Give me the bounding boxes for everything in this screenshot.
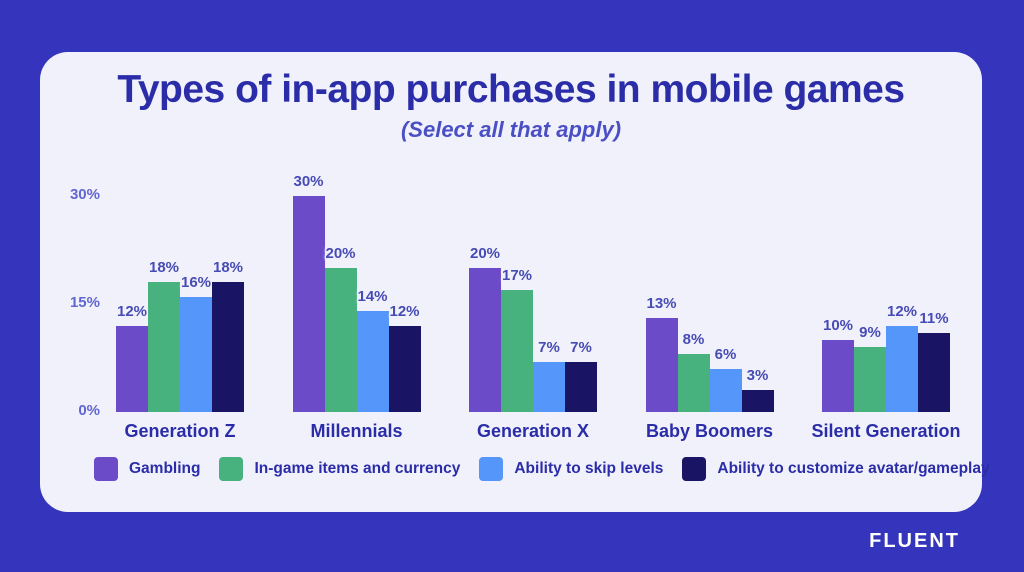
- bar-ability-to-skip-levels-millennials: 14%: [356, 288, 389, 412]
- bar-value-label: 30%: [293, 173, 324, 190]
- bar-value-label: 3%: [746, 367, 769, 385]
- bar-ability-to-customize-avatar-gameplay-generation-x: 7%: [565, 339, 597, 412]
- bar-gambling-baby-boomers: 13%: [645, 295, 678, 412]
- bar-gambling-millennials: 30%: [292, 173, 325, 412]
- chart-subtitle: (Select all that apply): [400, 117, 622, 142]
- category-label-millennials: Millennials: [310, 421, 403, 441]
- bar-group-millennials: 30% 20% 14% 12% Millennials: [292, 173, 421, 441]
- bar-in-game-items-and-currency-generation-z: 18%: [148, 259, 180, 412]
- bar-value-label: 12%: [116, 302, 148, 320]
- plot-area: 12% 18% 16% 18% Generation Z 30% 20% 14% 12% Mill…: [116, 173, 961, 441]
- bar-value-label: 18%: [212, 259, 244, 277]
- legend-swatch-gambling: [94, 457, 118, 481]
- bar-ability-to-customize-avatar-gameplay-silent-generation: 11%: [918, 310, 950, 412]
- bar-ability-to-customize-avatar-gameplay-baby-boomers: 3%: [741, 367, 774, 412]
- legend-item-ability-to-customize-avatar-gameplay: Ability to customize avatar/gameplay: [682, 457, 990, 481]
- legend-item-ability-to-skip-levels: Ability to skip levels: [479, 457, 663, 481]
- bar-ability-to-customize-avatar-gameplay-millennials: 12%: [388, 303, 421, 412]
- category-label-baby-boomers: Baby Boomers: [645, 421, 774, 441]
- bar-value-label: 17%: [501, 266, 533, 284]
- bar-value-label: 20%: [325, 245, 356, 262]
- bar-gambling-generation-x: 20%: [469, 245, 501, 412]
- bar-value-label: 11%: [919, 309, 949, 327]
- y-axis-tick-30: 30%: [69, 186, 100, 203]
- legend-label: Gambling: [129, 460, 201, 477]
- y-axis-tick-15: 15%: [69, 294, 100, 311]
- bar-value-label: 16%: [180, 273, 212, 291]
- bar-value-label: 18%: [148, 259, 180, 277]
- bar-value-label: 13%: [646, 295, 677, 313]
- chart-card: Types of in-app purchases in mobile game…: [40, 52, 990, 512]
- legend: Gambling In-game items and currency Abilit…: [94, 457, 990, 481]
- bar-value-label: 20%: [469, 245, 501, 262]
- legend-item-gambling: Gambling: [94, 457, 200, 481]
- bar-value-label: 12%: [389, 302, 420, 320]
- bar-group-generation-z: 12% 18% 16% 18% Generation Z: [116, 196, 244, 441]
- bar-gambling-generation-z: 12%: [116, 303, 148, 412]
- bar-ability-to-customize-avatar-gameplay-generation-z: 18%: [212, 259, 244, 412]
- legend-swatch-in-game-items-and-currency: [219, 457, 244, 481]
- y-axis-tick-0: 0%: [78, 402, 100, 419]
- legend-label: In-game items and currency: [254, 460, 461, 477]
- bar-group-baby-boomers: 13% 8% 6% 3% Baby Boomers: [645, 196, 774, 441]
- category-label-generation-z: Generation Z: [124, 421, 236, 441]
- category-label-silent-generation: Silent Generation: [811, 421, 961, 441]
- legend-label: Ability to skip levels: [514, 460, 664, 477]
- bar-ability-to-skip-levels-silent-generation: 12%: [886, 303, 918, 412]
- bar-in-game-items-and-currency-baby-boomers: 8%: [677, 331, 710, 412]
- bar-in-game-items-and-currency-millennials: 20%: [324, 245, 357, 412]
- chart-title: Types of in-app purchases in mobile game…: [117, 68, 905, 111]
- category-label-generation-x: Generation X: [476, 421, 590, 441]
- bar-value-label: 6%: [714, 345, 737, 363]
- bar-value-label: 10%: [822, 317, 854, 334]
- legend-swatch-ability-to-customize-avatar-gameplay: [682, 457, 707, 481]
- bar-value-label: 14%: [357, 288, 388, 306]
- bar-in-game-items-and-currency-silent-generation: 9%: [854, 324, 886, 412]
- bar-ability-to-skip-levels-generation-z: 16%: [180, 274, 212, 412]
- bar-group-silent-generation: 10% 9% 12% 11% Silent Generation: [811, 196, 960, 441]
- bar-ability-to-skip-levels-baby-boomers: 6%: [709, 346, 742, 412]
- bar-value-label: 7%: [570, 338, 592, 356]
- legend-item-in-game-items-and-currency: In-game items and currency: [219, 457, 460, 481]
- bar-in-game-items-and-currency-generation-x: 17%: [501, 267, 533, 412]
- y-axis: 30% 15% 0%: [40, 186, 100, 419]
- bar-value-label: 7%: [538, 338, 560, 356]
- legend-label: Ability to customize avatar/gameplay: [717, 460, 990, 477]
- bar-value-label: 9%: [859, 324, 881, 342]
- fluent-logo: FLUENT: [869, 530, 960, 552]
- bar-group-generation-x: 20% 17% 7% 7% Generation X: [469, 196, 597, 441]
- bar-ability-to-skip-levels-generation-x: 7%: [533, 339, 565, 412]
- bar-gambling-silent-generation: 10%: [822, 317, 854, 412]
- bar-value-label: 8%: [682, 331, 705, 349]
- legend-swatch-ability-to-skip-levels: [479, 457, 504, 481]
- bar-value-label: 12%: [886, 302, 918, 320]
